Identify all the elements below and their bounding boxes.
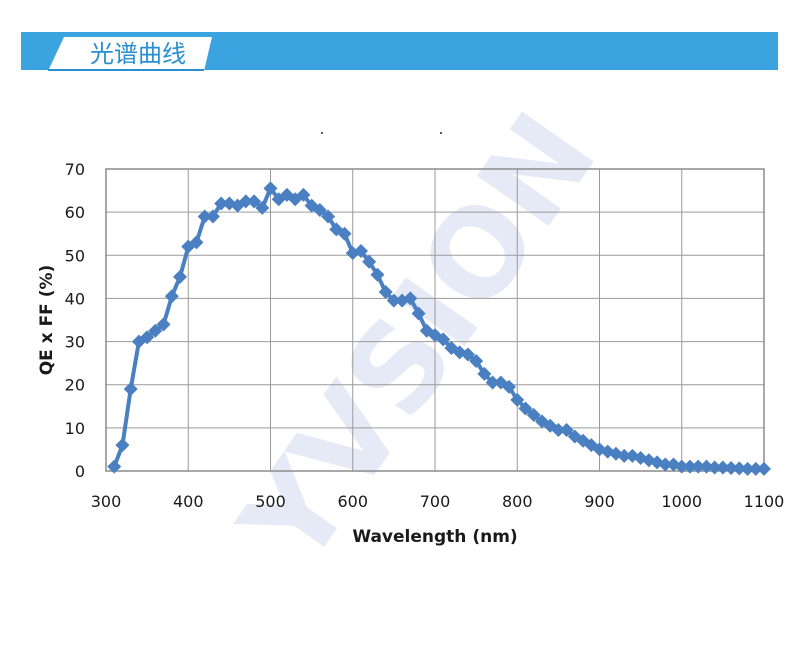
watermark-text: YVSION	[214, 90, 623, 592]
data-point-marker	[378, 284, 393, 299]
data-point-marker	[296, 187, 311, 202]
data-point-marker	[757, 461, 771, 476]
data-point-marker	[403, 291, 418, 306]
y-tick-label: 30	[65, 333, 85, 352]
data-point-marker	[526, 407, 541, 422]
x-tick-label: 1100	[744, 492, 785, 511]
x-axis-ticks: 300 400 500 600 700 800 900 1000 1100	[91, 492, 785, 511]
data-point-marker	[197, 209, 212, 224]
data-point-marker	[238, 194, 253, 209]
data-point-marker	[115, 438, 130, 453]
x-tick-label: 700	[420, 492, 451, 511]
x-tick-label: 400	[173, 492, 204, 511]
section-title: 光谱曲线	[90, 40, 186, 68]
data-point-marker	[247, 194, 262, 209]
y-axis-ticks: 0 10 20 30 40 50 60 70	[65, 160, 85, 481]
title-mark	[440, 132, 442, 134]
data-point-marker	[362, 254, 377, 269]
data-point-marker	[724, 460, 739, 475]
data-point-marker	[617, 448, 632, 463]
x-tick-label: 800	[502, 492, 533, 511]
data-point-marker	[123, 382, 138, 397]
data-point-marker	[551, 423, 566, 438]
data-point-marker	[510, 392, 525, 407]
data-point-marker	[189, 235, 204, 250]
data-point-marker	[460, 347, 475, 362]
header-tab	[48, 37, 212, 71]
data-point-marker	[353, 243, 368, 258]
x-tick-label: 500	[255, 492, 286, 511]
data-point-marker	[502, 379, 517, 394]
data-point-marker	[386, 293, 401, 308]
series-qe	[107, 181, 771, 476]
data-point-marker	[559, 423, 574, 438]
data-point-marker	[411, 306, 426, 321]
data-point-marker	[148, 323, 163, 338]
data-point-marker	[699, 459, 714, 474]
data-point-marker	[140, 330, 155, 345]
data-point-marker	[707, 460, 722, 475]
data-point-marker	[164, 289, 179, 304]
data-point-marker	[263, 181, 278, 196]
data-point-marker	[748, 461, 763, 476]
data-point-marker	[312, 202, 327, 217]
data-point-marker	[255, 200, 270, 215]
y-tick-label: 0	[75, 462, 85, 481]
y-tick-label: 10	[65, 419, 85, 438]
y-tick-label: 40	[65, 289, 85, 308]
y-tick-label: 70	[65, 160, 85, 179]
data-point-marker	[337, 226, 352, 241]
data-point-marker	[173, 269, 188, 284]
data-point-marker	[214, 196, 229, 211]
x-tick-label: 1000	[661, 492, 702, 511]
title-mark	[321, 132, 323, 134]
data-point-marker	[691, 459, 706, 474]
data-point-marker	[107, 459, 122, 474]
data-point-marker	[715, 460, 730, 475]
data-point-marker	[518, 401, 533, 416]
x-tick-label: 900	[584, 492, 615, 511]
y-tick-label: 50	[65, 246, 85, 265]
data-point-marker	[674, 459, 689, 474]
x-tick-label: 600	[337, 492, 368, 511]
data-point-marker	[469, 353, 484, 368]
plot-frame	[105, 168, 765, 472]
data-point-marker	[658, 457, 673, 472]
data-point-marker	[436, 332, 451, 347]
data-point-marker	[205, 209, 220, 224]
data-point-marker	[370, 267, 385, 282]
x-tick-label: 300	[91, 492, 122, 511]
y-axis-label: QE x FF (%)	[37, 265, 57, 376]
y-tick-label: 20	[65, 376, 85, 395]
x-axis-label: Wavelength (nm)	[352, 527, 517, 547]
data-point-marker	[485, 375, 500, 390]
data-point-marker	[740, 461, 755, 476]
y-tick-label: 60	[65, 203, 85, 222]
data-point-marker	[682, 459, 697, 474]
data-point-marker	[156, 317, 171, 332]
data-point-marker	[477, 366, 492, 381]
watermark: YVSION	[214, 90, 623, 592]
data-point-marker	[321, 209, 336, 224]
data-point-marker	[732, 461, 747, 476]
